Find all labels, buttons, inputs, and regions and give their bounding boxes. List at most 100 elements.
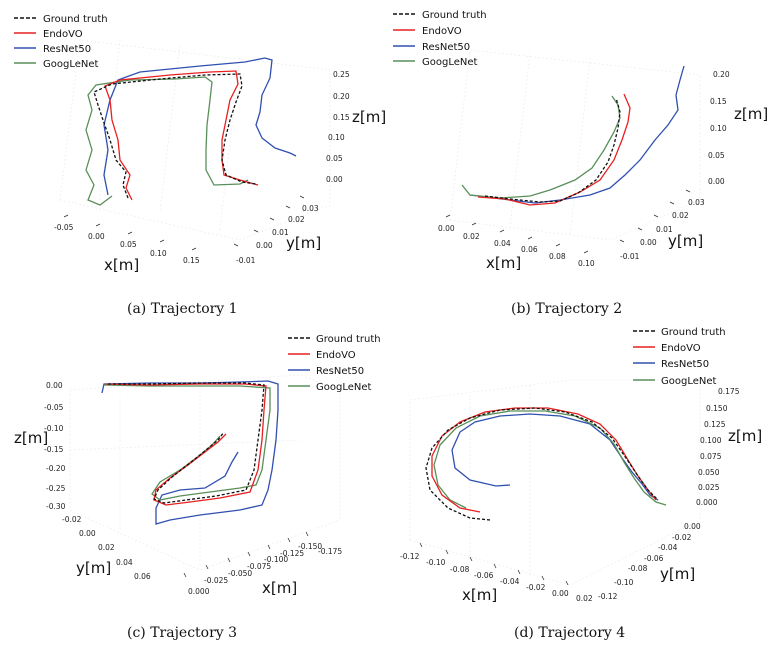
tick-c-y-0.06: 0.06: [134, 572, 151, 581]
tick-b-z-0.10: 0.10: [710, 124, 727, 133]
tick-d-z-0.075: 0.075: [700, 452, 722, 461]
trajectory-a-googlenet: [85, 76, 249, 206]
tick-b-z-0.00: 0.00: [708, 177, 725, 186]
caption-a: (a) Trajectory 1: [127, 301, 238, 317]
tick-d-x--0.04: -0.04: [500, 577, 520, 586]
tick-d-x--0.12: -0.12: [400, 552, 420, 561]
tick-a-z-0.20: 0.20: [333, 92, 350, 101]
trajectory-c-endovo: [105, 383, 267, 506]
tick-c-x--0.175: -0.175: [318, 547, 342, 556]
tick-a-x-0.10: 0.10: [150, 249, 167, 258]
axis-d-y-label: y[m]: [660, 565, 695, 583]
trajectory-b-resnet50: [469, 65, 685, 204]
legend-d-resnet50: ResNet50: [661, 359, 709, 370]
axis-a-z-label: z[m]: [352, 108, 386, 126]
tick-c-x-0.000: 0.000: [188, 587, 210, 596]
subplot-b-trajectories: [461, 65, 685, 206]
tick-d-x-0.00: 0.00: [552, 589, 569, 598]
axis-c-z-label: z[m]: [14, 429, 48, 447]
tick-b-x-0.08: 0.08: [549, 252, 566, 261]
legend-c-resnet50: ResNet50: [316, 366, 364, 377]
tick-a-y--0.01: -0.01: [236, 256, 256, 265]
axis-b-x-label: x[m]: [486, 254, 521, 272]
tick-a-y-0.01: 0.01: [272, 228, 289, 237]
tick-a-y-0.03: 0.03: [302, 204, 319, 213]
subplot-c-grid: [69, 374, 341, 571]
legend-c-endovo: EndoVO: [316, 350, 356, 361]
tick-d-y--0.02: -0.02: [672, 533, 692, 542]
trajectory-a-endovo: [104, 70, 259, 201]
tick-b-y-0.01: 0.01: [656, 225, 673, 234]
tick-b-x-0.00: 0.00: [438, 224, 455, 233]
trajectory-c-resnet50: [101, 380, 279, 525]
tick-a-x-0.05: 0.05: [120, 240, 137, 249]
tick-c-z--0.15: -0.15: [44, 445, 64, 454]
tick-c-y-0.00: 0.00: [79, 529, 96, 538]
tick-c-z--0.30: -0.30: [46, 502, 66, 511]
legend-a-endovo: EndoVO: [43, 29, 83, 40]
caption-c: (c) Trajectory 3: [127, 625, 237, 641]
subplot-a-grid: [59, 39, 331, 241]
axis-b-y-label: y[m]: [668, 232, 703, 250]
tick-d-y--0.10: -0.10: [614, 578, 634, 587]
trajectory-d-googlenet: [433, 410, 667, 509]
tick-c-x--0.050: -0.050: [228, 569, 252, 578]
tick-c-x--0.100: -0.100: [264, 555, 288, 564]
tick-d-z-0.125: 0.125: [704, 420, 726, 429]
subplot-c-legend: Ground truth EndoVO ResNet50 GoogLeNet: [288, 334, 381, 393]
tick-a-z-0.00: 0.00: [326, 175, 343, 184]
tick-b-z-0.05: 0.05: [708, 151, 725, 160]
tick-d-y-0.00: 0.00: [684, 522, 701, 531]
tick-c-y-0.02: 0.02: [98, 543, 115, 552]
legend-b-resnet50: ResNet50: [422, 42, 470, 53]
subplot-d-ticks: 0.175 0.150 0.125 0.100 0.075 0.050 0.02…: [400, 387, 762, 604]
tick-d-y--0.04: -0.04: [658, 543, 678, 552]
tick-b-x-0.06: 0.06: [521, 245, 538, 254]
tick-a-y-0.00: 0.00: [256, 241, 273, 250]
tick-c-x--0.150: -0.150: [298, 542, 322, 551]
tick-c-z-0.00: 0.00: [46, 381, 63, 390]
tick-d-x-0.02: 0.02: [576, 594, 593, 603]
subplot-d-grid: [409, 379, 701, 586]
tick-b-x-0.02: 0.02: [463, 232, 480, 241]
legend-b-endovo: EndoVO: [422, 26, 462, 37]
tick-d-y--0.08: -0.08: [628, 564, 648, 573]
tick-d-y--0.06: -0.06: [644, 554, 664, 563]
tick-d-z-0.175: 0.175: [718, 387, 740, 396]
tick-a-z-0.05: 0.05: [326, 154, 343, 163]
tick-a-x--0.05: -0.05: [54, 223, 74, 232]
legend-d-googlenet: GoogLeNet: [661, 376, 717, 387]
caption-b: (b) Trajectory 2: [511, 301, 622, 317]
trajectory-b-endovo: [477, 93, 631, 206]
tick-b-y-0.00: 0.00: [640, 238, 657, 247]
legend-c-googlenet: GoogLeNet: [316, 382, 372, 393]
tick-c-x--0.025: -0.025: [204, 576, 228, 585]
tick-a-z-0.15: 0.15: [333, 113, 350, 122]
tick-b-x-0.10: 0.10: [578, 259, 595, 268]
tick-b-z-0.20: 0.20: [713, 70, 730, 79]
tick-d-z-0.150: 0.150: [706, 404, 728, 413]
tick-d-y--0.12: -0.12: [598, 592, 618, 601]
subplot-a-ticks: 0.25 0.20 0.15 0.10 0.05 0.00 z[m] -0.05…: [54, 70, 386, 274]
tick-d-z-0.100: 0.100: [700, 436, 722, 445]
tick-a-y-0.02: 0.02: [288, 215, 305, 224]
axis-a-y-label: y[m]: [286, 234, 321, 252]
subplot-b-legend: Ground truth EndoVO ResNet50 GoogLeNet: [393, 10, 487, 68]
axis-b-z-label: z[m]: [734, 105, 768, 123]
subplot-b-ticks: 0.20 0.15 0.10 0.05 0.00 z[m] 0.00 0.02 …: [438, 70, 768, 272]
tick-b-y-0.02: 0.02: [672, 211, 689, 220]
tick-c-z--0.25: -0.25: [46, 484, 66, 493]
tick-b-x-0.04: 0.04: [494, 239, 511, 248]
trajectory-c-ground-truth: [108, 382, 265, 504]
tick-d-x--0.06: -0.06: [474, 571, 494, 580]
subplot-c-trajectories: [101, 380, 279, 525]
trajectory-a-resnet50: [103, 57, 297, 196]
tick-b-y--0.01: -0.01: [620, 252, 640, 261]
axis-c-x-label: x[m]: [262, 579, 297, 597]
trajectory-d-resnet50: [451, 413, 659, 501]
subplot-d-trajectories: [425, 407, 667, 521]
tick-a-z-0.25: 0.25: [333, 70, 350, 79]
legend-b-googlenet: GoogLeNet: [422, 57, 478, 68]
tick-c-z--0.10: -0.10: [44, 424, 64, 433]
